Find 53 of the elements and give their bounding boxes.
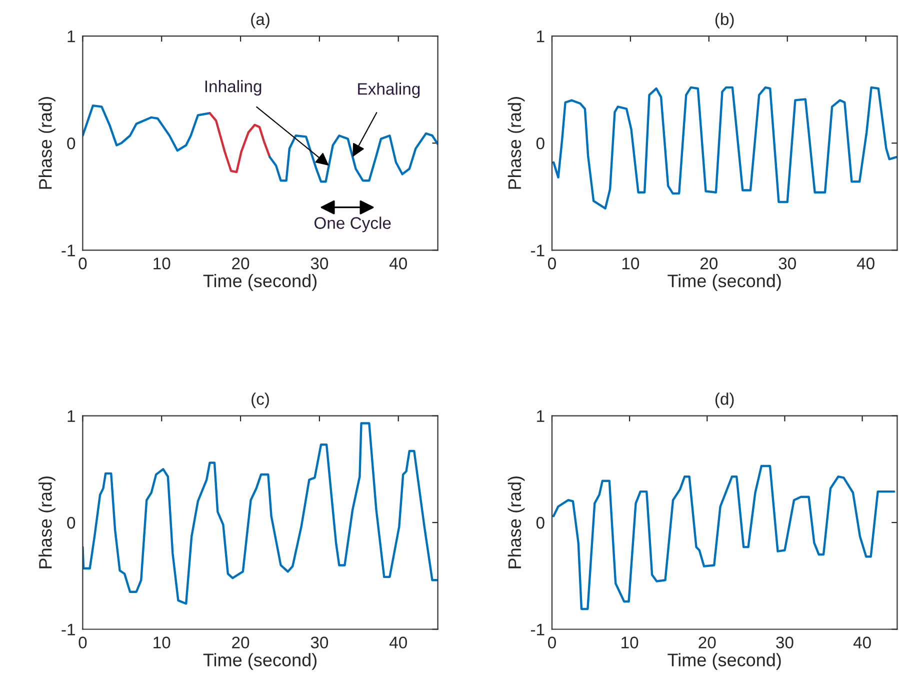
y-tick-label: 0: [536, 516, 544, 529]
line-series: [82, 422, 438, 605]
chart-title: (c): [252, 392, 269, 408]
x-tick-label: 40: [389, 258, 407, 270]
y-axis-title: Phase (rad): [38, 476, 56, 568]
y-tick-label: 1: [68, 30, 75, 42]
x-tick-label: 30: [776, 636, 794, 648]
y-axis-title: Phase (rad): [508, 476, 525, 568]
y-tick-label: 0: [536, 138, 544, 150]
y-axis-title: Phase (rad): [38, 97, 56, 189]
chart-title: (d): [715, 392, 734, 408]
y-tick-label: -1: [530, 244, 544, 256]
x-tick-label: 10: [622, 258, 640, 270]
annotation: Inhaling: [205, 80, 262, 96]
x-tick-label: 20: [700, 258, 718, 270]
x-tick-label: 20: [698, 636, 716, 648]
line-series: [82, 104, 211, 152]
x-axis-title: Time (second): [203, 274, 316, 291]
y-tick-label: -1: [530, 624, 544, 636]
line-series: [268, 132, 438, 183]
y-tick-label: 0: [67, 138, 76, 150]
x-tick-label: 30: [310, 258, 328, 270]
x-tick-label: 10: [154, 258, 170, 270]
line-series: [552, 464, 896, 610]
annotation: Exhaling: [358, 82, 420, 98]
line-series: [208, 112, 271, 174]
line-series: [552, 86, 898, 210]
y-tick-label: 1: [537, 30, 544, 42]
x-tick-label: 10: [154, 636, 170, 648]
x-tick-label: 30: [778, 258, 796, 270]
y-axis-title: Phase (rad): [508, 97, 525, 189]
y-tick-label: 1: [537, 410, 544, 422]
x-tick-label: 30: [310, 636, 328, 648]
y-tick-label: -1: [62, 624, 75, 636]
x-axis-title: Time (second): [668, 653, 781, 670]
x-tick-label: 20: [232, 636, 250, 648]
x-tick-label: 0: [78, 636, 87, 648]
x-tick-label: 10: [622, 636, 638, 648]
x-tick-label: 40: [389, 636, 407, 648]
y-tick-label: 0: [67, 516, 76, 529]
chart-title: (b): [715, 12, 734, 28]
x-tick-label: 20: [232, 258, 250, 270]
x-tick-label: 0: [548, 258, 556, 270]
chart-title: (a): [251, 12, 270, 28]
annotation: One Cycle: [314, 216, 391, 232]
x-tick-label: 0: [78, 258, 87, 270]
x-tick-label: 40: [853, 636, 871, 648]
x-tick-label: 40: [856, 258, 874, 270]
y-tick-label: -1: [62, 244, 75, 256]
x-tick-label: 0: [548, 636, 556, 648]
y-tick-label: 1: [68, 410, 75, 422]
x-axis-title: Time (second): [668, 274, 781, 291]
x-axis-title: Time (second): [203, 653, 316, 670]
